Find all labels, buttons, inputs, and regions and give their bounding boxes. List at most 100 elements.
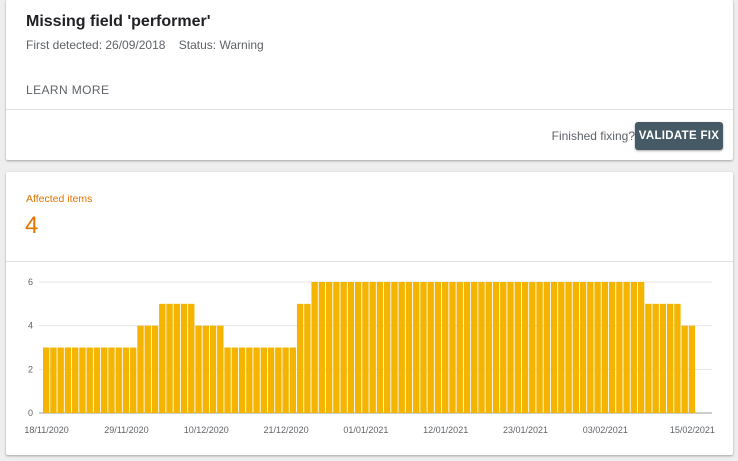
x-tick-label: 23/01/2021 [503,425,548,435]
chart-bar [43,347,50,413]
issue-meta: First detected: 26/09/2018 Status: Warni… [26,38,274,52]
chart-bar [260,347,268,413]
chart-bar [347,282,355,413]
chart-bar [289,347,297,413]
x-tick-label: 15/02/2021 [670,425,715,435]
issue-title: Missing field 'performer' [26,13,211,30]
chart-bar [166,303,173,413]
y-tick-label: 4 [28,321,33,331]
chart-bar [681,325,688,413]
chart-bar [238,347,246,413]
chart-bar [86,347,93,413]
affected-items-count: 4 [25,212,39,239]
chart-bar [427,282,434,413]
chart-bar [79,347,86,413]
chart-bar [130,347,137,413]
chart-bar [587,282,594,413]
chart-bar [188,303,195,413]
chart-bar [195,325,202,413]
chart-bar [137,325,144,413]
chart-bar [384,282,391,413]
chart-bar [159,303,166,413]
chart-bar [354,282,362,413]
chart-bar [122,347,130,413]
chart-bar [608,282,616,413]
chart-bar [275,347,282,413]
chart-bar [304,303,311,413]
finished-fixing-label: Finished fixing? [551,129,635,143]
card-divider [6,109,733,110]
affected-items-label: Affected items [26,193,93,205]
learn-more-link[interactable]: LEARN MORE [26,83,110,97]
chart-bar [151,325,159,413]
y-tick-label: 2 [28,364,33,374]
chart-bar [144,325,151,413]
chart-bar [666,303,674,413]
chart-bar [311,282,318,413]
status-text: Status: Warning [178,38,264,52]
first-detected-text: First detected: 26/09/2018 [26,38,166,52]
chart-bar [558,282,565,413]
chart-bar [616,282,623,413]
chart-bar [463,282,471,413]
chart-bar [173,303,180,413]
chart-bar [101,347,108,413]
chart-bar [442,282,449,413]
affected-items-card: Affected items 4 0 2 4 6 18/11/2020 29/11/202… [6,172,733,455]
chart-bar [405,282,413,413]
chart-bar [529,282,536,413]
chart-bar [543,282,550,413]
chart-bar [253,347,260,413]
chart-bar [623,282,630,413]
chart-bar [398,282,405,413]
chart-bar [57,347,64,413]
chart-bar [202,325,209,413]
chart-bar [217,325,224,413]
chart-bar [296,303,304,413]
chart-bar [521,282,529,413]
chart-bar [652,303,659,413]
chart-bar [630,282,638,413]
chart-bar [267,347,275,413]
chart-divider [6,261,733,262]
chart-bar [64,347,72,413]
chart-bar [180,303,188,413]
chart-bar [318,282,326,413]
x-tick-label: 29/11/2020 [104,425,148,435]
chart-bar [420,282,427,413]
chart-bar [108,347,115,413]
chart-bar [362,282,369,413]
chart-bar [231,347,238,413]
chart-bar [688,325,696,413]
chart-bar [507,282,514,413]
validate-fix-button[interactable]: VALIDATE FIX [635,122,723,150]
chart-bar [369,282,376,413]
chart-bar [471,282,478,413]
chart-bar [478,282,485,413]
chart-bar [413,282,420,413]
chart-bar [492,282,500,413]
chart-bar [536,282,543,413]
chart-bar [659,303,667,413]
chart-bar [572,282,580,413]
chart-bar [565,282,572,413]
chart-bar [637,282,645,413]
issue-card: Missing field 'performer' First detected… [6,0,733,160]
y-tick-label: 6 [28,277,33,287]
chart-bar [391,282,398,413]
y-tick-label: 0 [28,408,33,418]
chart-bar [594,282,601,413]
chart-bar [449,282,456,413]
chart-bar [434,282,442,413]
chart-bar [456,282,463,413]
x-tick-label: 21/12/2020 [264,425,309,435]
chart-bar [514,282,521,413]
chart-bar [325,282,333,413]
chart-bar [340,282,347,413]
x-tick-label: 12/01/2021 [423,425,468,435]
chart-bar [50,347,57,413]
chart-bar [674,303,681,413]
chart-bar [209,325,217,413]
chart-bar [72,347,79,413]
chart-bar [246,347,253,413]
